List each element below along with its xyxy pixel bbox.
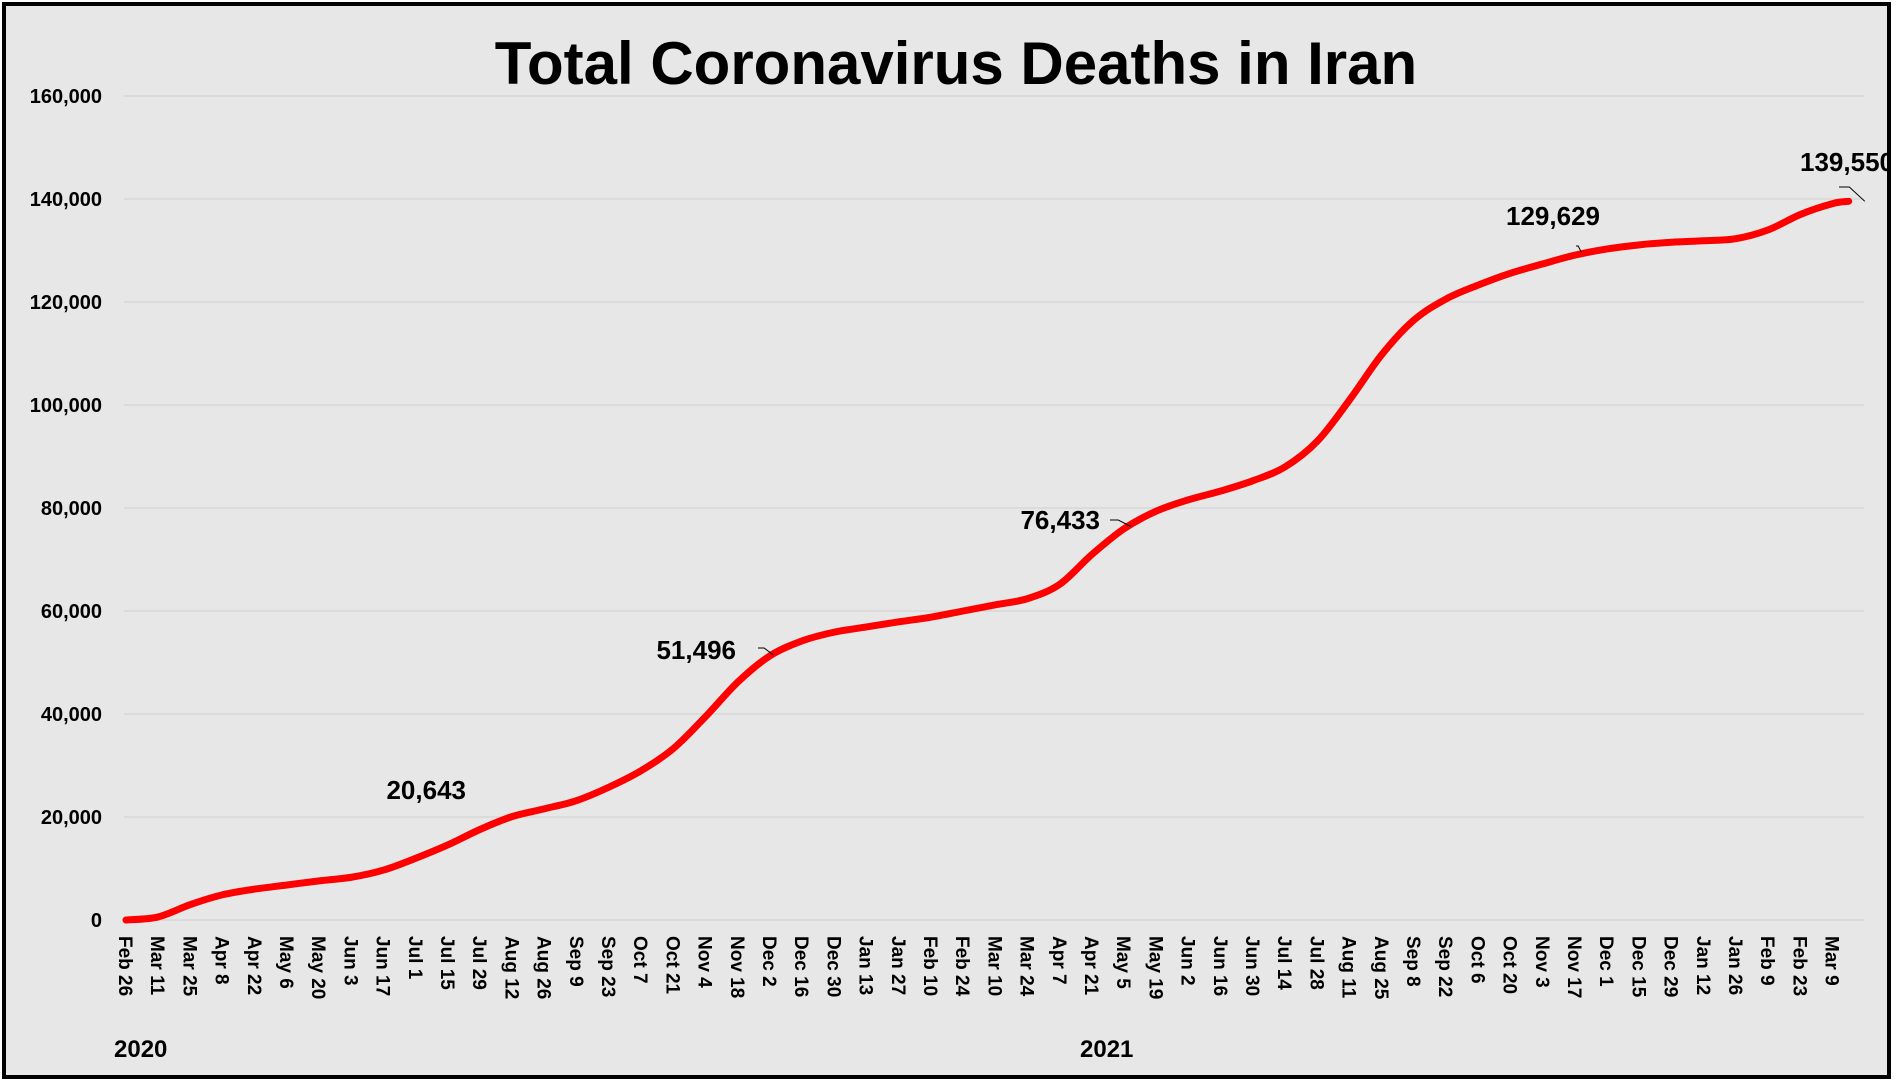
y-tick-label: 140,000 <box>30 189 102 211</box>
x-tick-label: Jan 26 <box>1724 936 1745 995</box>
line-chart: Total Coronavirus Deaths in Iran 0 20,000… <box>30 30 1887 1063</box>
x-tick-label: Nov 18 <box>726 936 747 998</box>
x-tick-label: Mar 11 <box>146 936 167 996</box>
year-labels: 2020 2021 <box>114 1036 1133 1063</box>
y-tick-label: 160,000 <box>30 86 102 108</box>
x-tick-label: Mar 9 <box>1821 936 1842 986</box>
annotation-leader-line <box>1110 519 1131 527</box>
x-tick-label: May 6 <box>275 936 296 989</box>
x-tick-label: Jul 1 <box>404 936 425 980</box>
y-tick-label: 120,000 <box>30 292 102 314</box>
x-tick-label: Mar 24 <box>1016 936 1037 997</box>
x-tick-label: Jun 2 <box>1177 936 1198 986</box>
x-tick-label: Dec 29 <box>1660 936 1681 997</box>
y-axis-ticks: 0 20,000 40,000 60,000 80,000 100,000 120,000 1… <box>30 86 102 932</box>
x-tick-label: Sep 9 <box>565 936 586 987</box>
x-tick-label: May 20 <box>307 936 328 999</box>
x-tick-label: Oct 6 <box>1466 936 1487 984</box>
year-label: 2020 <box>114 1036 167 1063</box>
x-tick-label: Sep 23 <box>597 936 618 997</box>
y-tick-label: 20,000 <box>41 807 102 829</box>
x-tick-label: Jul 14 <box>1273 936 1294 990</box>
x-tick-label: Dec 15 <box>1627 936 1648 998</box>
x-tick-label: Apr 22 <box>243 936 264 995</box>
x-tick-label: Nov 4 <box>694 936 715 988</box>
y-tick-label: 40,000 <box>41 704 102 726</box>
x-tick-label: Feb 23 <box>1788 936 1809 996</box>
data-annotation: 129,629 <box>1506 201 1600 231</box>
chart-title: Total Coronavirus Deaths in Iran <box>495 30 1417 97</box>
annotation-leader-line <box>758 647 774 656</box>
x-tick-label: Oct 7 <box>629 936 650 984</box>
x-tick-label: Oct 20 <box>1499 936 1520 994</box>
x-tick-label: Jan 13 <box>855 936 876 995</box>
x-tick-label: Aug 11 <box>1338 936 1359 999</box>
x-tick-label: Jun 3 <box>339 936 360 986</box>
x-tick-label: Apr 7 <box>1048 936 1069 985</box>
data-annotation: 76,433 <box>1020 505 1100 535</box>
x-tick-label: Feb 10 <box>919 936 940 996</box>
x-tick-label: Mar 25 <box>178 936 199 997</box>
y-tick-label: 0 <box>91 910 102 932</box>
series-layer <box>122 197 1853 924</box>
x-tick-label: Aug 12 <box>500 936 521 999</box>
x-tick-label: Sep 8 <box>1402 936 1423 987</box>
x-tick-label: Mar 10 <box>983 936 1004 996</box>
x-tick-label: May 19 <box>1144 936 1165 999</box>
x-tick-label: Apr 8 <box>211 936 232 985</box>
x-tick-label: Dec 2 <box>758 936 779 987</box>
x-tick-label: Aug 25 <box>1370 936 1391 1000</box>
x-axis-ticks: Feb 26 Mar 11 Mar 25 Apr 8 Apr 22 May 6 May 20… <box>114 936 1842 1000</box>
data-annotation: 139,550 <box>1800 147 1887 177</box>
year-label: 2021 <box>1080 1036 1133 1063</box>
x-tick-label: Jul 15 <box>436 936 457 990</box>
x-tick-label: Feb 9 <box>1756 936 1777 986</box>
y-tick-label: 100,000 <box>30 395 102 417</box>
x-tick-label: Feb 24 <box>951 936 972 997</box>
x-tick-label: Dec 1 <box>1595 936 1616 987</box>
x-tick-label: Apr 21 <box>1080 936 1101 996</box>
series-line <box>122 197 1853 924</box>
x-tick-label: Jun 30 <box>1241 936 1262 996</box>
y-tick-label: 80,000 <box>41 498 102 520</box>
y-tick-label: 60,000 <box>41 601 102 623</box>
x-tick-label: Jun 17 <box>372 936 393 996</box>
x-tick-label: Jul 28 <box>1305 936 1326 990</box>
annotations: 20,643 51,496 76,433 129,629 139,550 <box>386 147 1887 805</box>
annotation-leader-line <box>1839 186 1866 202</box>
x-tick-label: Nov 3 <box>1531 936 1552 988</box>
x-tick-label: Feb 26 <box>114 936 135 996</box>
x-tick-label: Dec 16 <box>790 936 811 997</box>
x-tick-label: Jan 27 <box>887 936 908 995</box>
annotation-leader-line <box>1576 245 1582 253</box>
gridlines <box>124 95 1864 921</box>
x-tick-label: Oct 21 <box>661 936 682 995</box>
x-tick-label: Sep 22 <box>1434 936 1455 997</box>
data-annotation: 51,496 <box>656 635 736 665</box>
x-tick-label: Dec 30 <box>822 936 843 997</box>
x-tick-label: Jan 12 <box>1692 936 1713 995</box>
x-tick-label: Jun 16 <box>1209 936 1230 996</box>
data-annotation: 20,643 <box>386 775 466 805</box>
x-tick-label: Nov 17 <box>1563 936 1584 998</box>
x-tick-label: May 5 <box>1112 936 1133 989</box>
x-tick-label: Jul 29 <box>468 936 489 990</box>
x-tick-label: Aug 26 <box>533 936 554 999</box>
